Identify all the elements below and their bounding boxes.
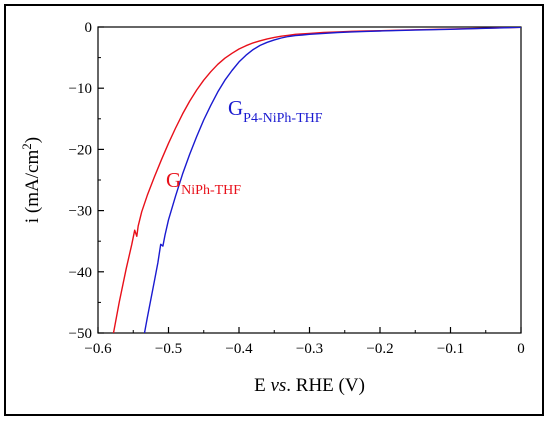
series-label-niph-thf: GNiPh-THF <box>166 168 241 198</box>
x-tick-label: −0.5 <box>155 341 182 357</box>
x-tick-label: 0 <box>517 341 525 357</box>
y-tick-label: −40 <box>69 265 92 281</box>
x-tick-label: −0.2 <box>366 341 393 357</box>
x-axis-label: E vs. RHE (V) <box>254 375 365 396</box>
x-tick-label: −0.4 <box>225 341 253 357</box>
plot-area-frame <box>97 26 522 334</box>
y-tick-label: 0 <box>85 20 93 36</box>
y-tick-label: −10 <box>69 81 92 97</box>
y-axis-label: i (mA/cm2) <box>19 137 44 223</box>
y-tick-label: −30 <box>69 204 92 220</box>
x-tick-label: −0.1 <box>437 341 464 357</box>
y-tick-label: −50 <box>69 326 92 342</box>
y-axis-ticks: 0 −10 −20 −30 −40 −50 <box>69 20 104 342</box>
series-label-p4-niph-thf: GP4-NiPh-THF <box>228 96 323 126</box>
x-axis-ticks: −0.6 −0.5 −0.4 −0.3 −0.2 −0.1 0 <box>84 327 525 357</box>
y-tick-label: −20 <box>69 142 92 158</box>
figure-frame <box>4 4 544 416</box>
series-line-p4-niph-thf <box>143 27 521 333</box>
x-tick-label: −0.6 <box>84 341 112 357</box>
x-tick-label: −0.3 <box>296 341 323 357</box>
